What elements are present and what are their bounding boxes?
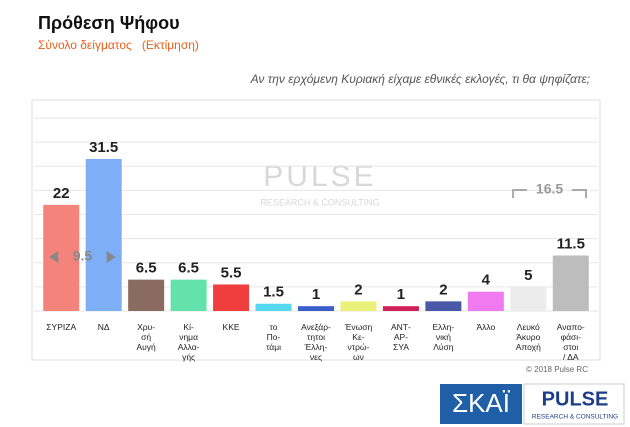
annotation: 16.5 [536, 181, 563, 197]
logo-left: ΣΚΑΪ [452, 388, 511, 418]
x-tick-label: Λευκό Άκυρο Αποχή [515, 322, 541, 352]
plot-frame [31, 99, 601, 361]
x-tick-label: ΑΝΤ- ΑΡ- ΣΥΑ [391, 322, 411, 352]
value-label: 2 [439, 281, 447, 298]
value-label: 1 [312, 286, 320, 303]
logo-right: PULSE [542, 388, 609, 410]
chart-subtitle: Σύνολο δείγματος (Εκτίμηση) [38, 38, 199, 52]
value-label: 22 [53, 185, 70, 202]
bar [340, 301, 377, 311]
arrow [49, 251, 59, 263]
chart-title: Πρόθεση Ψήφου [38, 13, 180, 33]
bar [170, 279, 207, 311]
value-label: 1 [397, 286, 405, 303]
value-label: 11.5 [557, 235, 585, 252]
arrow [106, 251, 116, 263]
bar [552, 255, 589, 311]
logo-box [523, 383, 625, 425]
value-label: 5 [524, 267, 532, 284]
value-label: 6.5 [178, 260, 199, 277]
watermark: PULSE [263, 160, 376, 193]
value-label: 4 [482, 272, 491, 289]
value-label: 31.5 [89, 139, 118, 156]
watermark-tagline: RESEARCH & CONSULTING [260, 197, 379, 207]
x-tick-label: Χρυ- σή Αυγή [136, 322, 156, 352]
x-tick-label: Κί- νημα Αλλα- γής [177, 322, 200, 362]
x-tick-label: Ανεξάρ- τητοι Έλλη- νες [301, 322, 331, 362]
bracket [512, 189, 587, 198]
logo-box [440, 384, 522, 424]
bar [213, 284, 250, 311]
annotation: 9.5 [73, 248, 93, 264]
x-tick-label: ΚΚΕ [222, 322, 240, 332]
value-label: 1.5 [263, 284, 284, 301]
bar [382, 306, 419, 311]
value-label: 5.5 [221, 264, 242, 281]
x-tick-label: Άλλο [476, 322, 496, 332]
x-tick-label: ΝΔ [97, 322, 110, 332]
x-tick-label: το Πο- τάμι [266, 322, 281, 352]
x-tick-label: ΣΥΡΙΖΑ [46, 322, 77, 332]
x-tick-label: Ελλη- νική Λύση [432, 322, 455, 352]
bar [510, 286, 547, 311]
bar [85, 159, 122, 311]
bar [43, 204, 80, 311]
value-label: 2 [354, 281, 362, 298]
bar [255, 303, 292, 311]
x-tick-label: Αναπο- φάσι- στοι / ΔΑ [556, 322, 585, 362]
bar [128, 279, 165, 311]
bar [298, 306, 334, 311]
bar [467, 291, 504, 311]
copyright: © 2018 Pulse RC [526, 365, 588, 374]
question: Αν την ερχόμενη Κυριακή είχαμε εθνικές ε… [250, 72, 590, 86]
value-label: 6.5 [136, 260, 157, 277]
x-tick-label: Ένωση Κε- ντρώ- ων [344, 322, 373, 362]
bar [425, 301, 462, 311]
logo-right-tagline: RESEARCH & CONSULTING [532, 414, 618, 421]
